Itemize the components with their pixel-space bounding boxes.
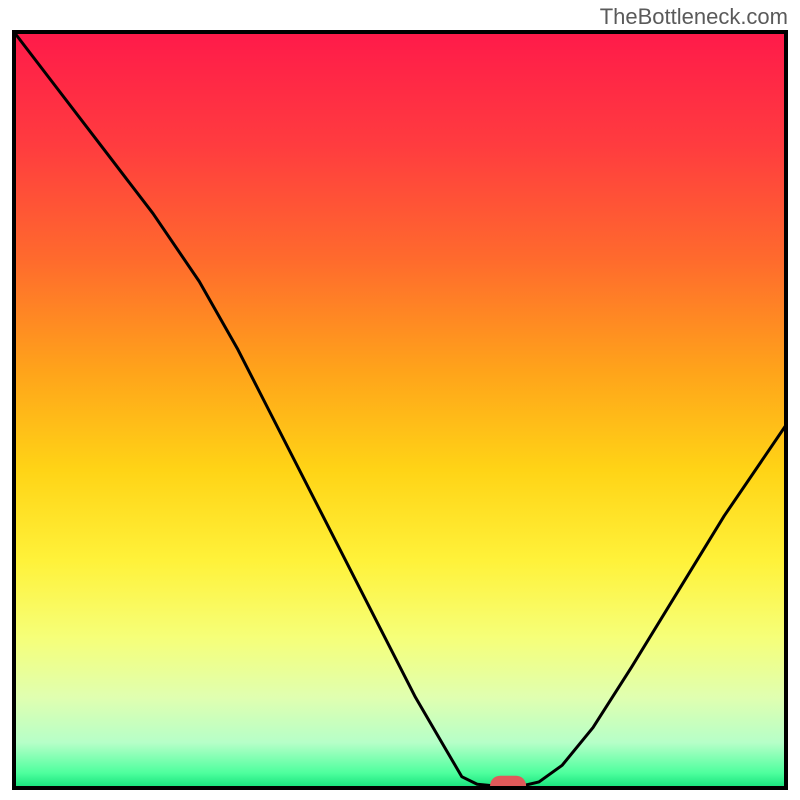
chart-svg	[12, 30, 788, 790]
attribution-label: TheBottleneck.com	[600, 4, 788, 30]
chart-background	[14, 32, 786, 788]
bottleneck-chart	[12, 30, 788, 790]
